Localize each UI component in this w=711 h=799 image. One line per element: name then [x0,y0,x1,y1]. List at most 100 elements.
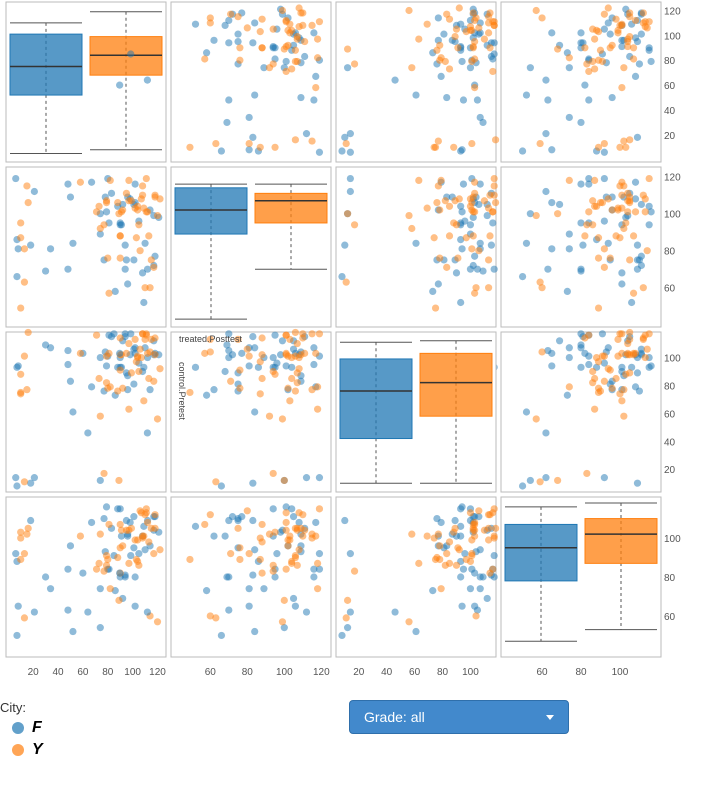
point-Y-2-0-9 [125,405,133,413]
point-F-2-0-27 [146,386,154,394]
point-Y-1-0-35 [95,202,103,210]
point-Y-2-1-10 [186,388,194,397]
point-Y-2-3-16 [565,383,573,391]
point-F-0-3-46 [604,19,612,27]
point-F-2-3-30 [633,369,642,377]
point-F-2-0-44 [105,331,113,339]
point-Y-3-0-8 [156,546,164,554]
point-F-1-3-10 [565,245,573,253]
point-Y-2-3-21 [626,328,634,337]
point-F-0-2-43 [490,39,498,47]
point-F-1-2-13 [434,280,442,288]
point-F-3-0-49 [130,513,138,521]
point-F-3-1-3 [143,608,151,616]
grade-dropdown[interactable]: Grade: all [349,700,569,734]
point-Y-1-3-45 [589,221,597,229]
point-F-1-2-35 [412,239,420,247]
point-F-0-2-42 [457,147,465,155]
point-Y-1-3-34 [620,182,628,190]
point-Y-0-3-30 [631,16,640,25]
point-F-0-2-4 [346,130,354,138]
point-Y-1-0-1 [153,211,162,220]
point-Y-2-0-13 [100,469,108,478]
y-tick-row2-3: 80 [664,381,676,392]
point-Y-3-0-43 [102,551,111,560]
point-Y-3-0-35 [95,559,103,567]
point-F-2-3-39 [647,362,655,370]
point-Y-3-0-9 [125,559,133,567]
point-F-2-0-12 [96,476,104,485]
point-Y-3-1-28 [258,520,266,529]
point-F-1-0-30 [122,256,131,264]
point-F-2-1-49 [289,345,298,353]
point-F-3-0-33 [117,532,126,540]
point-F-2-0-9 [13,482,21,490]
point-F-0-3-25 [633,133,642,141]
point-F-1-2-31 [483,211,491,220]
point-Y-1-0-15 [20,278,29,286]
point-Y-0-3-8 [604,4,612,12]
point-F-2-1-42 [254,363,262,371]
point-F-0-3-14 [577,118,585,127]
point-F-1-2-16 [346,174,354,183]
legend-item-y[interactable]: Y [12,741,43,759]
point-F-3-1-36 [277,528,285,536]
point-Y-0-2-5 [471,83,479,92]
point-F-3-0-6 [130,544,138,552]
point-F-3-0-48 [87,518,96,527]
point-F-1-3-5 [544,265,552,273]
point-F-2-3-15 [565,353,573,362]
point-Y-0-3-27 [616,143,624,151]
point-F-2-3-16 [600,474,608,482]
point-Y-3-0-40 [142,505,150,513]
point-F-3-0-5 [64,606,72,614]
point-Y-3-2-34 [434,530,442,538]
point-F-1-0-29 [143,265,152,273]
point-F-1-3-12 [526,210,534,218]
point-F-1-0-22 [66,193,75,201]
point-Y-0-1-14 [206,14,214,22]
point-Y-3-0-23 [151,524,159,532]
point-F-3-2-19 [461,550,469,558]
point-Y-1-3-25 [594,234,603,242]
point-F-3-1-0 [116,569,124,577]
point-F-3-0-32 [114,505,122,513]
y-tick-row1-2: 100 [664,210,681,221]
point-F-0-1-3 [143,76,151,84]
point-F-1-2-7 [429,287,437,295]
point-Y-0-3-46 [639,9,647,17]
point-F-0-3-15 [565,64,573,72]
point-Y-2-1-15 [212,478,220,486]
point-F-2-1-1 [127,330,135,338]
point-Y-1-3-38 [622,219,630,227]
point-Y-2-0-26 [20,352,29,360]
point-Y-1-0-43 [102,199,111,207]
point-F-0-1-46 [251,19,259,27]
point-Y-0-2-37 [486,44,494,52]
point-F-3-0-43 [121,573,129,581]
point-F-3-0-22 [66,542,75,550]
point-F-3-1-46 [251,546,259,554]
point-F-3-1-8 [269,505,277,513]
point-Y-2-1-6 [280,476,288,485]
point-Y-1-2-24 [485,204,493,212]
point-F-0-2-6 [440,30,448,38]
point-F-2-0-5 [64,346,72,355]
point-F-0-1-1 [127,50,135,58]
legend-item-f[interactable]: F [12,719,43,737]
point-Y-0-3-43 [598,57,607,66]
point-Y-1-0-17 [92,208,101,216]
point-Y-2-1-21 [291,328,299,337]
point-F-1-3-20 [579,241,587,249]
point-Y-2-0-46 [151,334,159,342]
y-tick-row2-2: 60 [664,409,676,420]
legend: City: F Y [0,700,43,759]
point-Y-1-0-14 [146,284,154,292]
point-F-1-0-9 [13,273,21,281]
point-Y-2-1-14 [206,348,214,356]
point-Y-2-0-1 [153,415,162,423]
x-tick-col3-0: 60 [536,667,548,678]
point-Y-3-1-19 [206,511,214,519]
point-Y-1-0-49 [138,191,147,199]
point-F-0-1-43 [225,39,233,47]
